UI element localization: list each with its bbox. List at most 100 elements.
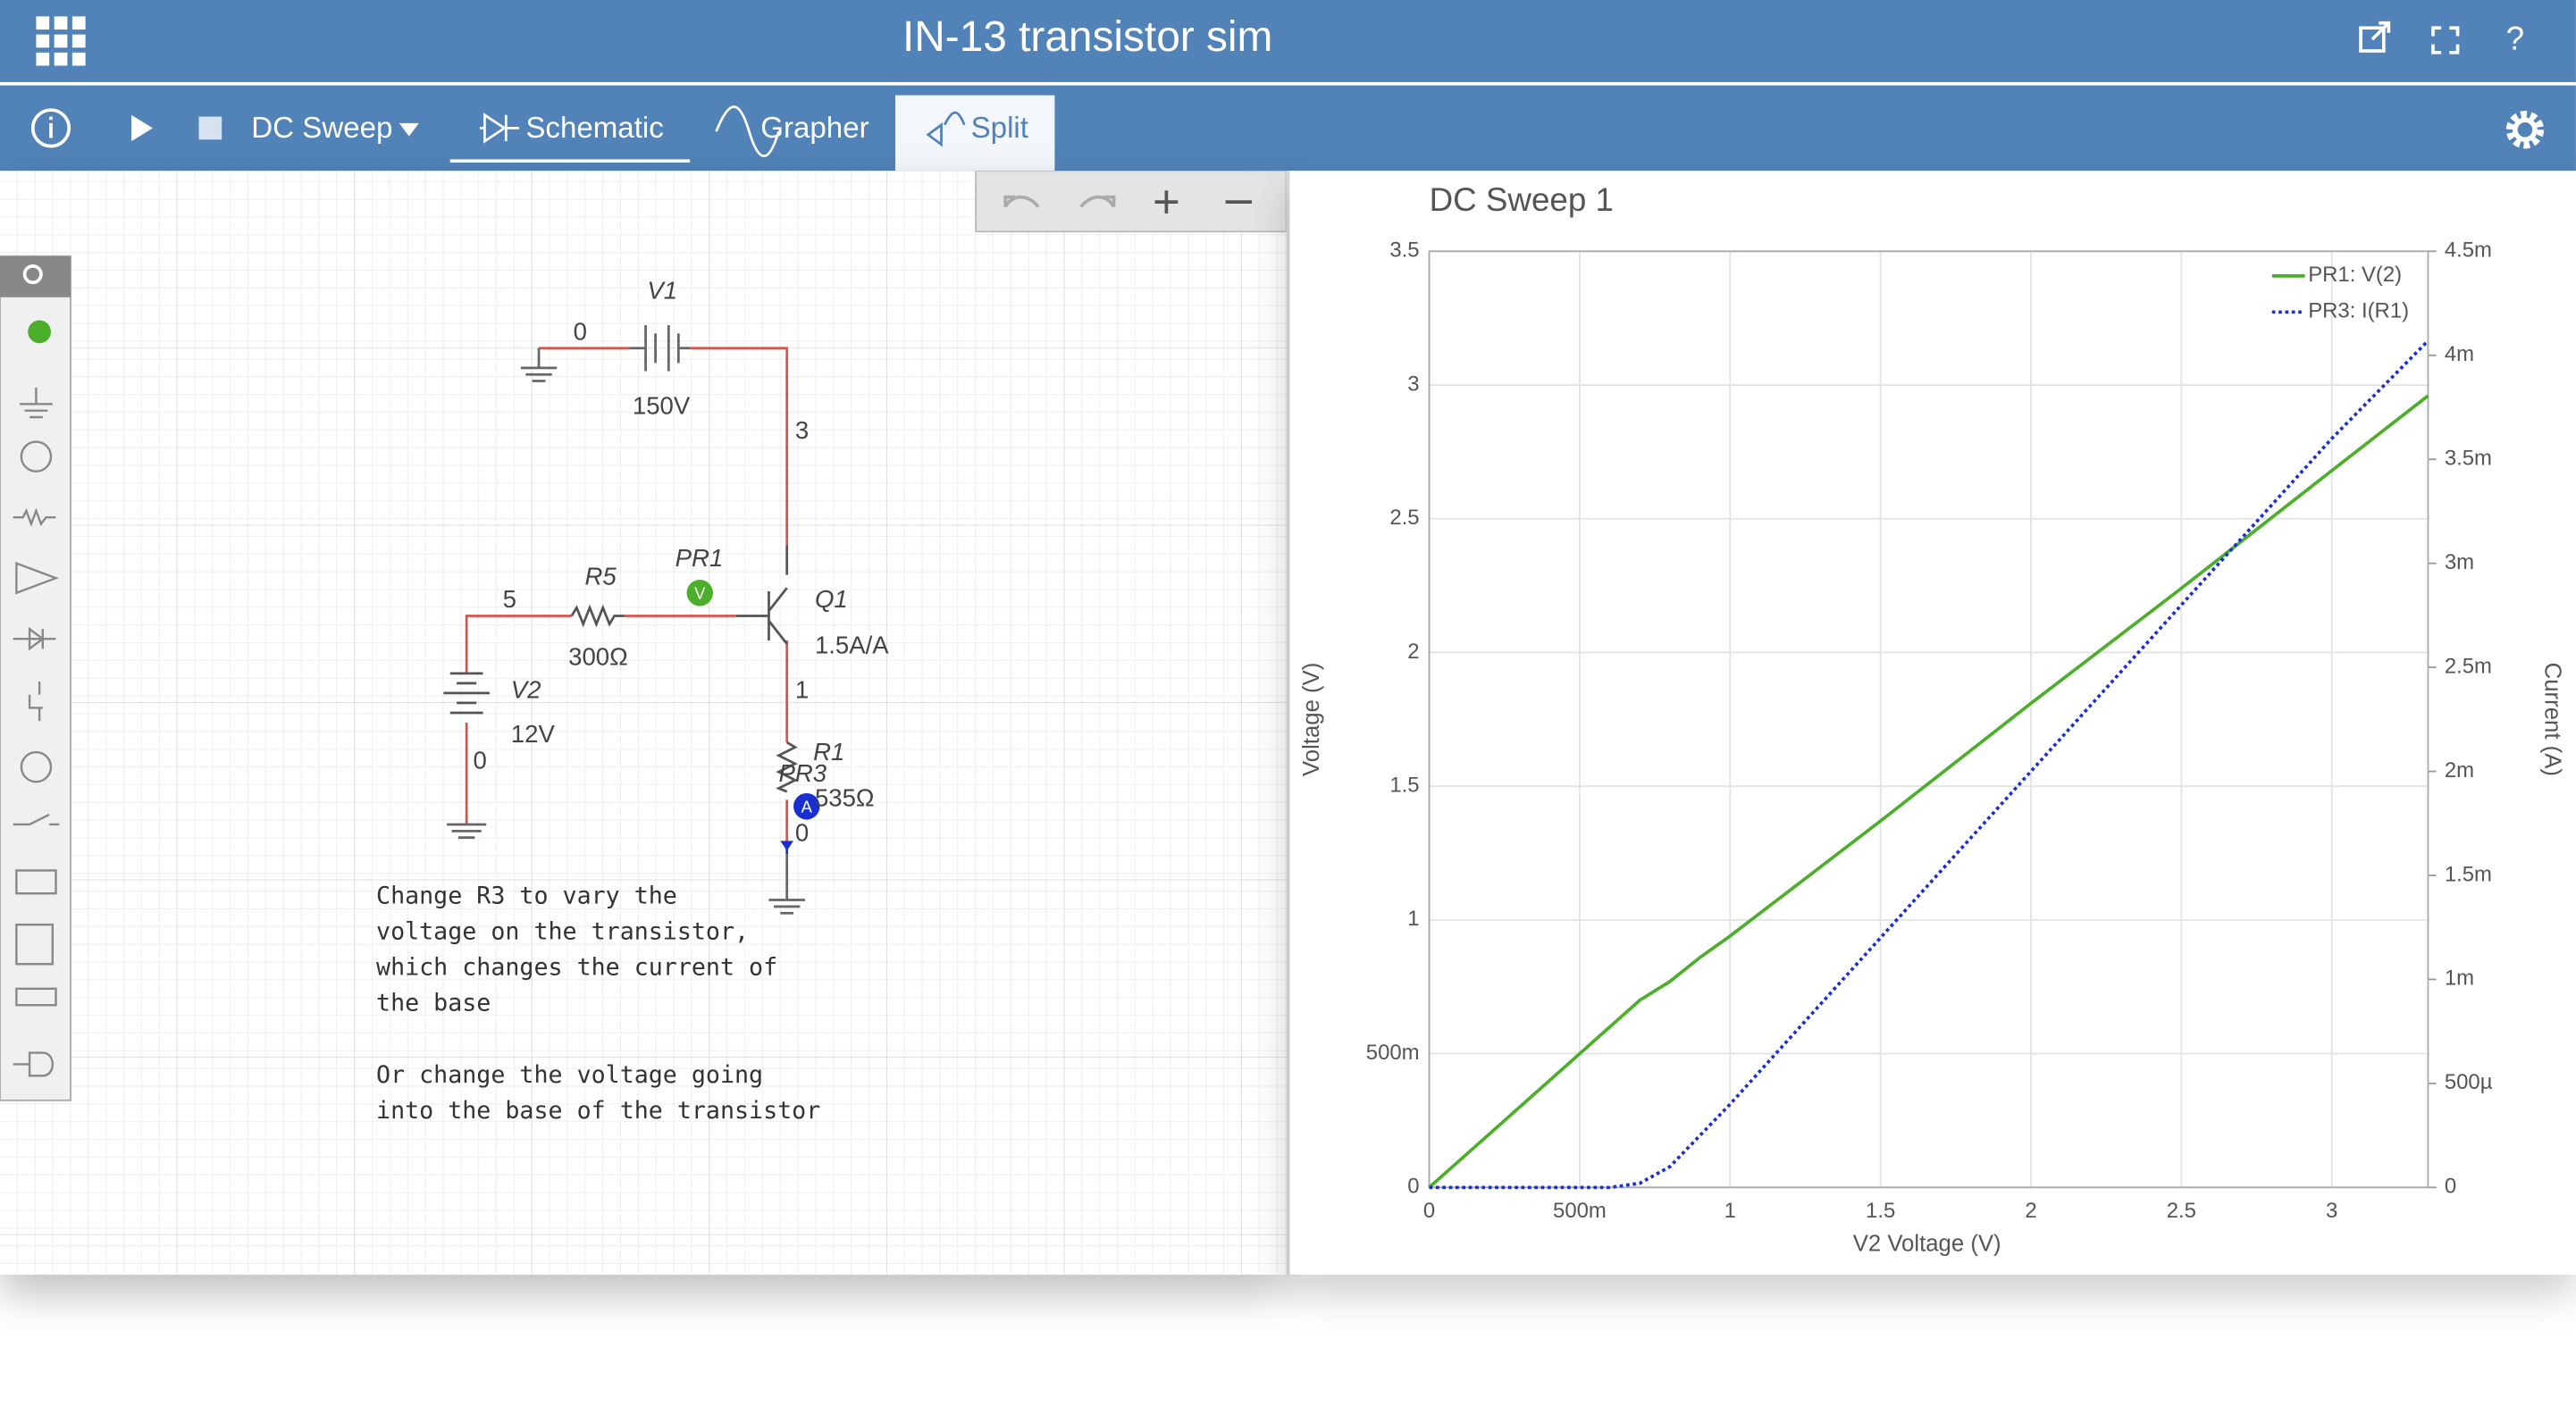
- probe-badge[interactable]: [686, 580, 713, 607]
- info-glyph: [49, 116, 53, 121]
- y-tick-label: 2: [1407, 640, 1419, 664]
- tab[interactable]: Schematic: [525, 112, 663, 145]
- value-label: 1.5A/A: [815, 632, 889, 659]
- legend-label: PR1: V(2): [2308, 263, 2402, 287]
- current-arrow: [780, 841, 794, 851]
- series-line: [1429, 339, 2429, 1190]
- y-tick-label: 2.5: [1389, 506, 1419, 530]
- y2-tick-label: 3.5m: [2445, 447, 2492, 471]
- y-tick-label: 0: [1407, 1175, 1419, 1199]
- note-line: into the base of the transistor: [376, 1097, 820, 1125]
- component-label: R1: [813, 738, 844, 766]
- probe-badge-label: A: [801, 797, 813, 816]
- x-tick-label: 1: [1724, 1199, 1736, 1223]
- open-icon[interactable]: [2359, 21, 2391, 53]
- split-icon: [926, 111, 966, 147]
- fullscreen-icon[interactable]: [2431, 26, 2460, 54]
- schematic-canvas[interactable]: V A V1 0 150V 3 R5 PR1 5 Q1 1.5A/A 300Ω …: [0, 171, 1287, 1275]
- info-glyph: [49, 122, 53, 138]
- y2-tick-label: 1m: [2445, 967, 2474, 991]
- component-label: V2: [511, 675, 541, 703]
- palette-probe[interactable]: [28, 320, 51, 344]
- note-line: the base: [376, 990, 491, 1017]
- probe-badge[interactable]: [793, 793, 820, 820]
- component-label: Q1: [815, 585, 848, 613]
- search-icon: [22, 264, 43, 285]
- header: IN-13 transistor sim ?: [0, 0, 2576, 82]
- x-tick-label: 0: [1423, 1199, 1435, 1223]
- palette-icons[interactable]: [13, 387, 60, 1077]
- value-label: 535Ω: [815, 784, 875, 812]
- y2-tick-label: 1.5m: [2445, 862, 2492, 886]
- x-tick-label: 500m: [1553, 1199, 1607, 1223]
- analysis-dropdown[interactable]: DC Sweep: [251, 112, 392, 145]
- stop-button[interactable]: [198, 116, 222, 140]
- y2-tick-label: 3m: [2445, 550, 2474, 574]
- x-tick-label: 3: [2326, 1199, 2337, 1223]
- toolbar-svg: DC Sweep Schematic Grapher Split: [30, 95, 2545, 172]
- chart-title: DC Sweep 1: [1430, 181, 1614, 218]
- y-tick-label: 500m: [1366, 1041, 1420, 1065]
- note-line: which changes the current of: [376, 954, 777, 982]
- y2-tick-label: 2.5m: [2445, 654, 2492, 678]
- y2-axis-label: Current (A): [2540, 663, 2565, 776]
- palette-search[interactable]: [0, 255, 71, 297]
- dropdown-arrow[interactable]: [399, 122, 419, 137]
- node-label: 0: [574, 318, 587, 346]
- y2-tick-label: 4.5m: [2445, 239, 2492, 263]
- component-label: R5: [585, 562, 617, 590]
- y-tick-label: 1: [1407, 907, 1419, 931]
- play-button[interactable]: [131, 114, 153, 142]
- x-tick-label: 2.5: [2167, 1199, 2196, 1223]
- palette: [0, 255, 71, 1101]
- undo-button[interactable]: [1003, 195, 1040, 208]
- wires: [443, 325, 805, 915]
- y-axis-label: Voltage (V): [1299, 663, 1324, 776]
- component-label: PR3: [778, 759, 827, 787]
- y-tick-label: 3.5: [1389, 239, 1419, 263]
- component-label: V1: [647, 277, 677, 305]
- schematic-icon: [479, 113, 519, 144]
- value-label: 300Ω: [568, 643, 628, 671]
- node-label: 0: [795, 818, 809, 846]
- note-line: voltage on the transistor,: [376, 917, 749, 945]
- y2-tick-label: 500µ: [2445, 1070, 2493, 1094]
- header-svg: IN-13 transistor sim ?: [36, 13, 2524, 66]
- redo-button[interactable]: [1079, 195, 1116, 208]
- y-tick-label: 1.5: [1389, 773, 1419, 797]
- y-tick-label: 3: [1407, 372, 1419, 396]
- apps-icon[interactable]: [36, 16, 86, 66]
- active-tab-bg: [895, 95, 1055, 172]
- value-label: 12V: [511, 720, 556, 748]
- y2-tick-label: 2m: [2445, 758, 2474, 783]
- node-label: 5: [503, 585, 516, 613]
- zoom-in[interactable]: [1154, 190, 1179, 214]
- note-line: Or change the voltage going: [376, 1061, 763, 1089]
- splitter[interactable]: [1286, 171, 1292, 1275]
- y2-tick-label: 0: [2445, 1175, 2456, 1199]
- app-title: IN-13 transistor sim: [902, 13, 1272, 61]
- node-label: 1: [795, 675, 809, 703]
- x-axis-label: V2 Voltage (V): [1853, 1231, 2001, 1256]
- tab[interactable]: Grapher: [760, 112, 868, 145]
- schematic-labels: V1 0 150V 3 R5 PR1 5 Q1 1.5A/A 300Ω V2 1…: [376, 277, 889, 1125]
- node-label: 0: [474, 746, 487, 774]
- node-label: 3: [795, 416, 809, 444]
- grapher-icon: [715, 105, 780, 157]
- probe-badge-label: V: [694, 583, 706, 602]
- plot-frame: [1428, 250, 2429, 1189]
- chart-bg: [1289, 171, 2576, 1275]
- settings-button[interactable]: [2505, 111, 2545, 149]
- help-button[interactable]: ?: [2506, 21, 2524, 57]
- x-tick-label: 2: [2025, 1199, 2036, 1223]
- chart: DC Sweep 1 V2 Voltage (V) Voltage (V) Cu…: [1289, 171, 2576, 1275]
- y2-tick-label: 4m: [2445, 342, 2474, 366]
- x-tick-label: 1.5: [1866, 1199, 1895, 1223]
- value-label: 150V: [633, 391, 691, 419]
- info-button[interactable]: [30, 108, 71, 148]
- component-label: PR1: [675, 544, 724, 572]
- note-line: Change R3 to vary the: [376, 882, 677, 909]
- tab[interactable]: Split: [971, 112, 1028, 145]
